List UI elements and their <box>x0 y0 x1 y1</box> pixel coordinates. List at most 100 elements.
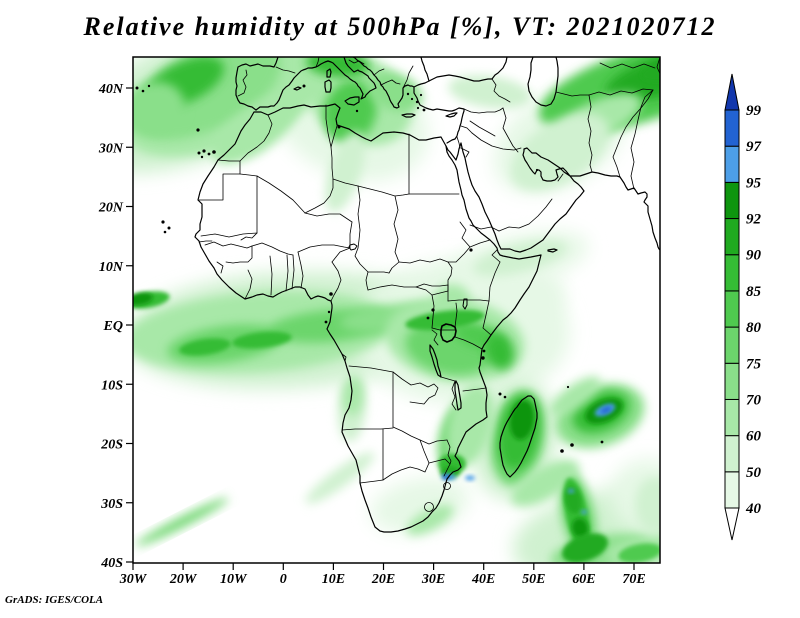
humidity-shade-blob <box>342 376 364 416</box>
humidity-shade-blob <box>564 486 582 514</box>
colorbar-arrow-below-min <box>724 507 740 541</box>
colorbar-tick-label: 75 <box>746 356 762 372</box>
lon-tick-label: 30W <box>119 572 148 587</box>
lat-tick-label: EQ <box>103 319 123 334</box>
colorbar-tick-label: 95 <box>746 175 762 191</box>
lat-tick-label: 30S <box>100 497 123 512</box>
colorbar-tick-label: 80 <box>746 320 762 336</box>
colorbar-segment <box>724 471 740 509</box>
colorbar-segment <box>724 362 740 400</box>
colorbar-segment <box>724 254 740 292</box>
humidity-shade-blob <box>581 510 587 514</box>
colorbar-tick-label: 85 <box>746 284 762 300</box>
iberia-mediterranean-coastline <box>255 60 329 111</box>
lake-malawi <box>454 380 462 411</box>
humidity-shade-blob <box>549 376 601 416</box>
country-borders-layer <box>198 57 660 512</box>
colorbar-tick-label: 99 <box>746 103 762 119</box>
lake-turkana <box>462 298 468 310</box>
lon-tick-label: 50E <box>522 572 545 587</box>
lat-tick-label: 30N <box>98 141 124 156</box>
colorbar-segment <box>724 398 740 437</box>
humidity-shade-blob <box>135 497 229 547</box>
lon-tick-label: 10E <box>322 572 345 587</box>
lon-tick-label: 40E <box>471 572 495 587</box>
islands-layer <box>135 84 604 453</box>
lat-tick-label: 20S <box>100 438 123 453</box>
humidity-shade-blob <box>511 459 579 507</box>
colorbar-tick-label: 92 <box>746 212 762 228</box>
lon-tick-label: 10W <box>220 572 248 587</box>
lon-tick-label: 20W <box>169 572 198 587</box>
humidity-shade-blob <box>618 543 660 563</box>
humidity-shade-blob <box>406 504 454 536</box>
lake-victoria <box>440 323 457 343</box>
colorbar-tick-label: 50 <box>746 465 762 481</box>
colorbar-segment <box>724 290 740 328</box>
italy-coastline <box>327 57 377 100</box>
humidity-shade-blob <box>495 272 565 328</box>
lon-tick-label: 0 <box>280 572 287 587</box>
colorbar-segment <box>724 181 740 220</box>
colorbar-segment <box>724 218 740 256</box>
caspian-coastline <box>527 57 559 107</box>
lake-chad <box>348 243 358 251</box>
madagascar-coastline <box>499 395 538 478</box>
chart-title: Relative humidity at 500hPa [%], VT: 202… <box>83 12 717 41</box>
colorbar-tick-label: 90 <box>746 248 762 264</box>
balkan-greece-coastline <box>352 57 415 109</box>
lat-tick-label: 40N <box>98 82 124 97</box>
colorbar-segment <box>724 109 740 147</box>
humidity-shade-blob <box>232 331 292 349</box>
cyprus-coastline <box>445 112 458 118</box>
humidity-shade-blob <box>448 75 532 109</box>
iberia-atlantic-coastline <box>235 57 279 111</box>
grads-attribution: GrADS: IGES/COLA <box>5 594 104 606</box>
humidity-shade-blob <box>509 400 535 440</box>
arabia-india-coastline <box>445 142 660 253</box>
sicily-coastline <box>344 96 360 106</box>
balearic-coastline <box>293 86 302 91</box>
lat-tick-label: 20N <box>98 201 124 216</box>
africa-coastline <box>194 103 542 533</box>
humidity-shade-blob <box>510 113 610 191</box>
humidity-shade-blob <box>571 518 589 538</box>
humidity-shading-layer <box>133 57 660 563</box>
humidity-shade-blob <box>473 240 567 276</box>
lake-tanganyika <box>429 344 442 378</box>
colorbar-segment <box>724 326 740 364</box>
bulgaria-coastline <box>420 57 430 82</box>
lat-tick-label: 10N <box>99 260 124 275</box>
humidity-shade-blob <box>600 406 612 414</box>
humidity-shade-blob <box>562 533 608 563</box>
lon-tick-label: 30E <box>421 572 445 587</box>
humidity-shade-blob <box>567 489 575 493</box>
map-frame <box>132 56 661 564</box>
colorbar-tick-label: 40 <box>745 501 762 517</box>
humidity-shade-blob <box>367 72 423 112</box>
sardinia-coastline <box>324 79 332 93</box>
humidity-shade-blob <box>465 475 475 481</box>
humidity-shade-blob <box>446 383 494 467</box>
humidity-shade-blob <box>635 477 660 533</box>
lakes-layer <box>348 243 468 411</box>
colorbar-segment <box>724 145 740 183</box>
lon-tick-label: 60E <box>572 572 595 587</box>
lat-tick-label: 10S <box>101 378 123 393</box>
humidity-shade-blob <box>179 338 231 356</box>
humidity-shade-blob <box>485 334 515 370</box>
colorbar-arrow-above-max <box>724 73 740 111</box>
colorbar-segment <box>724 435 740 473</box>
lon-tick-label: 70E <box>622 572 645 587</box>
lat-tick-label: 40S <box>100 556 123 571</box>
colorbar-tick-label: 97 <box>746 139 762 155</box>
levant-turkey-coastline <box>413 57 508 144</box>
corsica-coastline <box>326 68 332 78</box>
coastlines-layer <box>194 57 660 533</box>
lon-tick-label: 20E <box>371 572 395 587</box>
colorbar-tick-label: 70 <box>746 392 762 408</box>
humidity-shade-blob <box>212 96 298 164</box>
